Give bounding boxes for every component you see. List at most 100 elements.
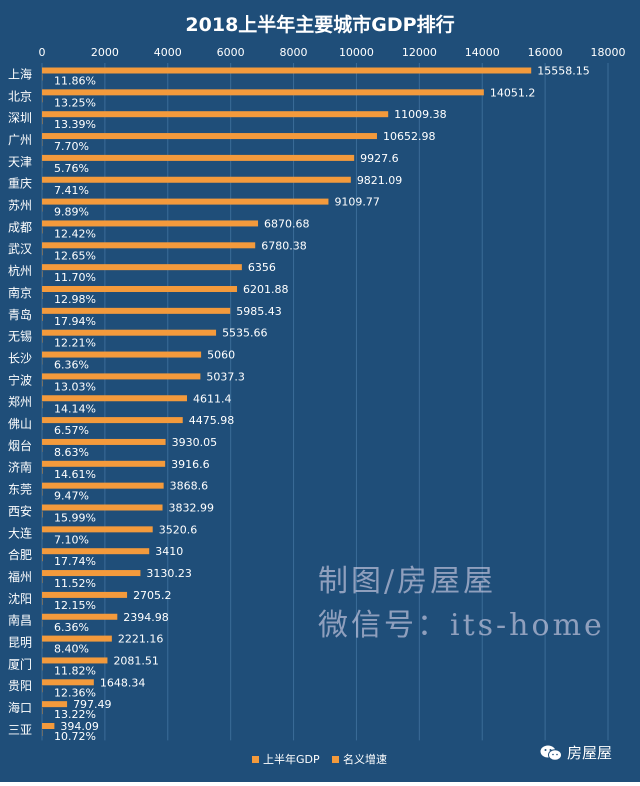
gdp-data-label: 5037.3 — [206, 370, 245, 383]
category-label: 大连 — [8, 525, 32, 540]
category-label: 西安 — [8, 503, 32, 518]
category-label: 苏州 — [8, 199, 32, 213]
gdp-bar — [42, 199, 328, 205]
category-label: 佛山 — [8, 417, 32, 431]
gdp-data-label: 6356 — [248, 261, 276, 274]
x-tick-label: 4000 — [154, 46, 182, 59]
legend-label-gdp: 上半年GDP — [263, 752, 320, 766]
x-tick-label: 8000 — [280, 46, 308, 59]
growth-bar — [42, 555, 43, 561]
gdp-data-label: 1648.34 — [100, 676, 146, 689]
gdp-data-label: 6780.38 — [261, 239, 307, 252]
legend-swatch-growth — [332, 756, 339, 763]
category-label: 北京 — [8, 89, 32, 103]
growth-data-label: 11.82% — [54, 664, 96, 677]
gdp-bar — [42, 220, 258, 226]
growth-data-label: 12.15% — [54, 599, 96, 612]
gdp-bar — [42, 461, 165, 467]
gdp-bar — [42, 526, 153, 532]
gdp-data-label: 6870.68 — [264, 217, 310, 230]
gdp-bar — [42, 483, 164, 489]
growth-data-label: 6.36% — [54, 359, 89, 372]
brand: 房屋屋 — [540, 742, 612, 763]
gdp-data-label: 5060 — [207, 349, 235, 362]
brand-label: 房屋屋 — [567, 742, 612, 763]
x-tick-label: 16000 — [528, 46, 563, 59]
gdp-bar — [42, 111, 388, 117]
wechat-icon — [540, 745, 562, 761]
gdp-bar — [42, 636, 112, 642]
gdp-data-label: 3930.05 — [172, 436, 218, 449]
watermark-line-2: 微信号：its-home — [318, 604, 605, 648]
gdp-data-label: 9109.77 — [334, 196, 380, 209]
category-label: 昆明 — [8, 636, 32, 650]
gdp-bar — [42, 679, 94, 685]
gdp-bar — [42, 352, 201, 358]
growth-data-label: 10.72% — [54, 730, 96, 743]
gdp-bar — [42, 439, 166, 445]
growth-data-label: 7.10% — [54, 533, 89, 546]
category-label: 福州 — [8, 569, 32, 584]
category-label: 宁波 — [8, 372, 32, 387]
gdp-data-label: 3410 — [155, 545, 183, 558]
category-label: 郑州 — [8, 394, 32, 409]
gdp-bar — [42, 570, 140, 576]
growth-data-label: 17.94% — [54, 315, 96, 328]
growth-bar — [42, 315, 43, 321]
gdp-bar — [42, 373, 200, 379]
gdp-bar — [42, 286, 237, 292]
growth-data-label: 11.70% — [54, 271, 96, 284]
category-label: 厦门 — [8, 656, 32, 671]
x-tick-label: 2000 — [91, 46, 119, 59]
gdp-bar — [42, 264, 242, 270]
gdp-bar — [42, 68, 531, 74]
x-tick-label: 12000 — [402, 46, 437, 59]
gdp-bar — [42, 723, 54, 729]
category-label: 贵阳 — [8, 679, 32, 693]
gdp-data-label: 4475.98 — [189, 414, 235, 427]
category-label: 烟台 — [8, 438, 32, 453]
gdp-data-label: 2394.98 — [123, 611, 168, 624]
growth-data-label: 11.86% — [54, 75, 96, 88]
gdp-bar — [42, 395, 187, 401]
category-label: 武汉 — [8, 242, 32, 256]
category-label: 三亚 — [8, 723, 32, 737]
gdp-bar — [42, 177, 351, 183]
growth-data-label: 14.61% — [54, 468, 96, 481]
growth-data-label: 17.74% — [54, 555, 96, 568]
category-label: 天津 — [8, 155, 32, 169]
gdp-bar — [42, 548, 149, 554]
category-label: 长沙 — [8, 351, 32, 365]
gdp-data-label: 9821.09 — [357, 174, 403, 187]
growth-data-label: 12.98% — [54, 293, 96, 306]
gdp-data-label: 3916.6 — [171, 458, 210, 471]
category-label: 南昌 — [8, 613, 32, 628]
gdp-bar — [42, 701, 67, 707]
gdp-bar — [42, 308, 230, 314]
gdp-data-label: 3130.23 — [146, 567, 192, 580]
x-tick-label: 14000 — [465, 46, 500, 59]
growth-data-label: 13.39% — [54, 118, 96, 131]
gdp-data-label: 10652.98 — [383, 130, 436, 143]
gdp-data-label: 9927.6 — [360, 152, 399, 165]
growth-data-label: 6.36% — [54, 621, 89, 634]
growth-data-label: 8.40% — [54, 643, 89, 656]
watermark-line-1: 制图/房屋屋 — [318, 560, 605, 604]
growth-data-label: 15.99% — [54, 512, 96, 525]
legend-label-growth: 名义增速 — [343, 752, 387, 766]
growth-data-label: 13.03% — [54, 380, 96, 393]
gdp-data-label: 3868.6 — [170, 480, 209, 493]
gdp-data-label: 14051.2 — [490, 86, 535, 99]
category-label: 东莞 — [8, 483, 32, 497]
category-label: 深圳 — [8, 111, 32, 125]
chart-title: 2018上半年主要城市GDP排行 — [185, 13, 454, 36]
category-label: 成都 — [8, 220, 32, 234]
growth-data-label: 9.89% — [54, 206, 89, 219]
growth-data-label: 8.63% — [54, 446, 89, 459]
gdp-data-label: 3832.99 — [169, 502, 215, 515]
category-label: 沈阳 — [8, 591, 32, 606]
gdp-data-label: 2705.2 — [133, 589, 172, 602]
